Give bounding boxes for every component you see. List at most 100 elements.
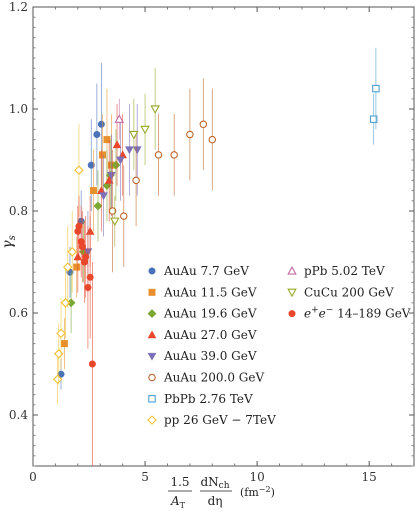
data-point xyxy=(107,171,116,180)
series-8 xyxy=(114,98,125,140)
series-4 xyxy=(83,103,142,293)
series-9 xyxy=(110,68,160,247)
series-10 xyxy=(74,195,96,466)
data-point xyxy=(53,349,64,359)
legend-marker xyxy=(147,309,157,319)
legend-marker xyxy=(148,288,156,296)
data-point xyxy=(60,298,71,308)
data-point xyxy=(93,131,101,139)
legend-label: AuAu 19.6 GeV xyxy=(163,307,257,321)
legend-label-part: − xyxy=(326,306,334,316)
legend-label: PbPb 2.76 TeV xyxy=(164,392,253,406)
data-point xyxy=(208,135,217,144)
data-point xyxy=(112,140,122,149)
x-tick-label: 10 xyxy=(249,470,264,484)
data-point xyxy=(129,130,139,140)
data-point xyxy=(120,212,128,220)
data-point xyxy=(73,263,81,271)
y-axis-label: γs xyxy=(0,235,18,249)
x-label-unit-sup: −2 xyxy=(259,485,271,494)
y-axis-label-sub: s xyxy=(7,235,18,240)
legend-marker xyxy=(148,373,156,382)
data-point xyxy=(90,187,98,195)
y-axis-label-symbol: γ xyxy=(0,240,16,249)
y-tick-label: 1.0 xyxy=(9,102,28,116)
data-point xyxy=(186,130,194,139)
x-label-frac-num-sub: ch xyxy=(219,481,230,491)
y-tick-label: 0.6 xyxy=(9,306,28,320)
data-point xyxy=(199,120,208,129)
legend-label: AuAu 27.0 GeV xyxy=(163,328,257,342)
data-point xyxy=(369,115,378,123)
data-point xyxy=(108,207,117,215)
data-point xyxy=(98,151,106,159)
x-label-num: 1.5 xyxy=(170,475,189,489)
plot-marks xyxy=(52,47,380,466)
legend-label-ee: e+e− 14–189 GeV xyxy=(304,306,411,321)
x-label-unit-open: (fm xyxy=(240,486,259,499)
data-point xyxy=(84,283,92,291)
legend-label: AuAu 7.7 GeV xyxy=(163,264,249,278)
data-point xyxy=(87,161,95,169)
legend-label: AuAu 11.5 GeV xyxy=(163,285,257,299)
y-tick-label: 0.8 xyxy=(9,204,28,218)
data-point xyxy=(52,374,63,385)
x-label-unit: (fm−2) xyxy=(240,485,275,499)
data-point xyxy=(140,125,150,135)
data-point xyxy=(114,114,125,123)
data-point xyxy=(110,217,120,227)
plot-frame xyxy=(32,6,415,467)
data-point xyxy=(150,105,160,114)
legend-label-part: 14–189 GeV xyxy=(333,307,410,321)
legend-marker xyxy=(287,266,297,275)
legend-label: pp 26 GeV − 7TeV xyxy=(164,413,276,427)
plot-axes: 0 5 10 15 0.4 0.6 0.8 1.0 1.2 xyxy=(9,0,415,484)
data-point xyxy=(103,136,111,144)
x-label-den-sub: T xyxy=(180,501,186,510)
legend-label-part: e xyxy=(304,307,311,321)
legend-marker xyxy=(147,330,157,339)
data-point xyxy=(372,84,380,93)
x-label-unit-close: ) xyxy=(271,486,275,499)
x-tick-label: 5 xyxy=(141,470,149,484)
legend-label-part: + xyxy=(311,306,319,316)
series-5 xyxy=(108,78,217,273)
data-point xyxy=(99,192,108,201)
data-point xyxy=(56,328,66,339)
data-point xyxy=(93,201,103,211)
series-7 xyxy=(52,124,84,405)
data-point xyxy=(132,176,140,185)
data-point xyxy=(86,273,94,281)
x-label-frac-num: dNch xyxy=(200,475,229,491)
x-label-frac-den: dη xyxy=(208,494,223,508)
legend-marker xyxy=(287,288,297,298)
data-point xyxy=(82,253,90,261)
series-6 xyxy=(369,47,380,145)
legend: AuAu 7.7 GeV AuAu 11.5 GeV AuAu 19.6 GeV Au… xyxy=(147,264,411,427)
legend-marker xyxy=(147,415,157,425)
series-3 xyxy=(73,103,127,293)
series-0 xyxy=(57,63,105,390)
data-point xyxy=(132,146,142,155)
data-point xyxy=(116,156,125,165)
data-point xyxy=(74,165,84,175)
y-tick-label: 1.2 xyxy=(9,0,28,14)
legend-label: CuCu 200 GeV xyxy=(304,285,394,299)
data-point xyxy=(111,160,121,170)
data-point xyxy=(67,247,77,257)
x-tick-label: 15 xyxy=(362,470,377,484)
legend-marker xyxy=(147,352,157,361)
data-point xyxy=(125,146,134,155)
data-point xyxy=(154,151,163,159)
data-point xyxy=(60,340,68,348)
data-point xyxy=(88,360,96,368)
legend-label: AuAu 39.0 GeV xyxy=(163,349,257,363)
legend-label: pPb 5.02 TeV xyxy=(304,264,385,278)
legend-marker xyxy=(288,310,296,318)
x-tick-label: 0 xyxy=(29,470,37,484)
y-tick-label: 0.4 xyxy=(9,408,28,422)
legend-label: AuAu 200.0 GeV xyxy=(163,371,264,385)
data-point xyxy=(97,120,105,128)
legend-label-part: e xyxy=(319,307,326,321)
